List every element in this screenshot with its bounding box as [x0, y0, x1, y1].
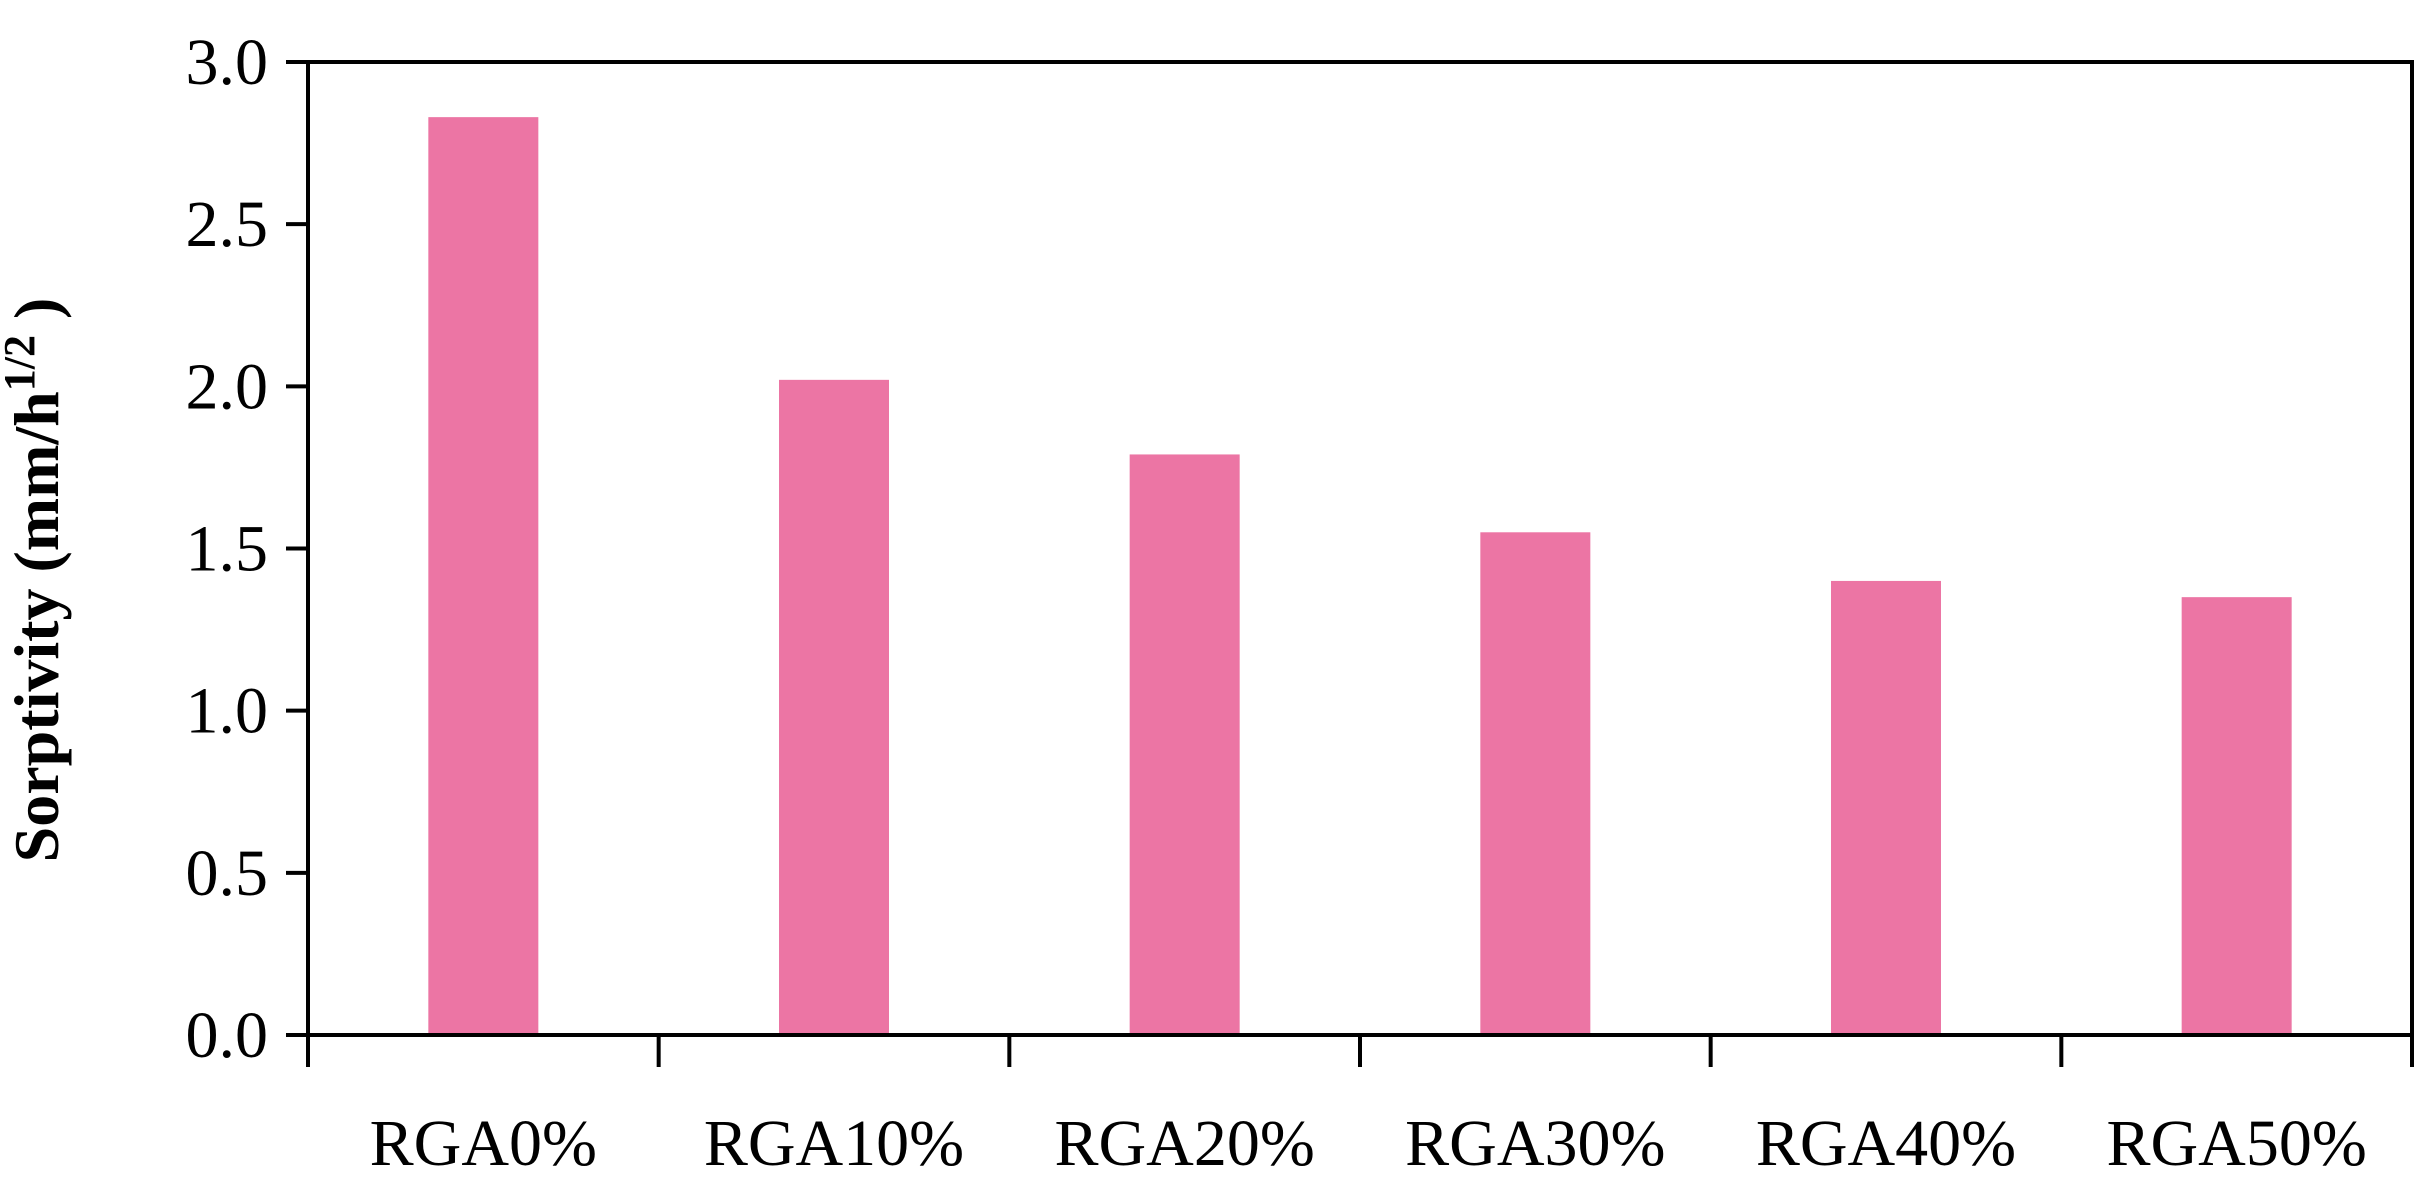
- bar-rga0-pct: [428, 117, 539, 1034]
- x-tick-label: RGA40%: [1756, 1107, 2016, 1180]
- y-tick-label: 0.5: [186, 837, 269, 910]
- y-tick-label: 3.0: [186, 26, 269, 99]
- y-tick-label: 1.5: [186, 513, 269, 586]
- x-tick-label: RGA30%: [1405, 1107, 1665, 1180]
- bar-series: [428, 117, 2292, 1034]
- y-tick-label: 0.0: [186, 999, 269, 1072]
- x-axis-ticks: [306, 1035, 2414, 1067]
- y-axis-tick-labels: 0.0 0.5 1.0 1.5 2.0 2.5 3.0: [186, 26, 269, 1072]
- bar-rga30-pct: [1480, 532, 1591, 1033]
- y-axis-label-close: ): [1, 298, 72, 335]
- x-axis-tick-labels: RGA0% RGA10% RGA20% RGA30% RGA40% RGA50%: [370, 1107, 2367, 1180]
- x-tick-label: RGA0%: [370, 1107, 597, 1180]
- bar-rga40-pct: [1831, 580, 1941, 1033]
- x-tick-label: RGA10%: [704, 1107, 964, 1180]
- bar-rga20-pct: [1129, 454, 1240, 1033]
- y-axis-ticks: [286, 60, 308, 1037]
- plot-frame: [306, 60, 2414, 1037]
- y-axis-label: Sorptivity (mm/h1/2 ): [0, 298, 72, 863]
- bar-rga50-pct: [2181, 597, 2292, 1033]
- y-tick-label: 1.0: [186, 675, 269, 748]
- y-axis-label-main: Sorptivity (mm/h: [1, 391, 72, 862]
- y-tick-label: 2.5: [186, 188, 269, 261]
- x-tick-label: RGA20%: [1055, 1107, 1315, 1180]
- plot-border: [306, 60, 2414, 1037]
- y-axis-label-superscript: 1/2: [0, 335, 44, 391]
- y-tick-label: 2.0: [186, 350, 269, 423]
- bar-rga10-pct: [779, 379, 889, 1033]
- x-tick-label: RGA50%: [2107, 1107, 2367, 1180]
